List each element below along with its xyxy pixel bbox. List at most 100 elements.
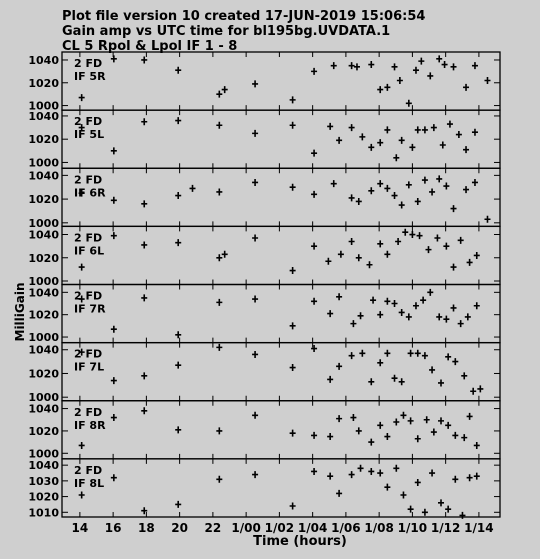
data-point xyxy=(289,429,296,437)
data-point xyxy=(391,63,398,71)
y-tick-label: 1020 xyxy=(28,309,59,322)
data-point xyxy=(252,471,259,479)
data-point xyxy=(484,76,491,84)
data-point xyxy=(436,313,443,321)
data-point xyxy=(414,126,421,134)
data-point xyxy=(110,147,117,155)
data-point xyxy=(452,475,459,483)
x-tick-label: 1/08 xyxy=(364,521,393,535)
data-point xyxy=(445,505,452,513)
data-point xyxy=(289,502,296,510)
data-point xyxy=(384,126,391,134)
data-point xyxy=(252,129,259,137)
data-point xyxy=(377,311,384,319)
x-tick-label: 20 xyxy=(171,521,188,535)
panel-frame xyxy=(61,225,501,286)
data-point xyxy=(357,312,364,320)
y-tick-label: 1000 xyxy=(28,331,59,344)
data-point xyxy=(377,240,384,248)
data-point xyxy=(327,472,334,480)
data-point xyxy=(463,186,470,194)
data-point xyxy=(384,349,391,357)
data-point xyxy=(78,263,85,271)
data-point xyxy=(427,288,434,296)
panel-label-fd: 2 FD xyxy=(74,57,102,70)
data-point xyxy=(450,63,457,71)
panel-frame xyxy=(61,167,501,228)
data-point xyxy=(336,415,343,423)
data-point xyxy=(400,491,407,499)
panel-label-if: IF 6L xyxy=(74,244,104,257)
data-point xyxy=(175,117,182,125)
data-point xyxy=(141,200,148,208)
y-tick-label: 1000 xyxy=(28,156,59,169)
data-point xyxy=(446,120,453,128)
data-point xyxy=(393,464,400,472)
data-point xyxy=(289,121,296,129)
y-tick-label: 1000 xyxy=(28,217,59,230)
panel-label-if: IF 8L xyxy=(74,477,104,490)
data-point xyxy=(366,261,373,269)
data-point xyxy=(466,412,473,420)
data-point xyxy=(336,489,343,497)
header-line-2: Gain amp vs UTC time for bl195bg.UVDATA.… xyxy=(62,24,390,39)
panel-label-fd: 2 FD xyxy=(74,231,102,244)
data-point xyxy=(393,154,400,162)
data-point xyxy=(175,66,182,74)
data-point xyxy=(337,250,344,258)
data-point xyxy=(398,136,405,144)
data-point xyxy=(348,194,355,202)
data-point xyxy=(78,348,85,356)
x-tick-labels: 14 16 18 20 22 1/00 1/02 1/04 1/06 1/08 1/10 1/12 1/… xyxy=(72,521,494,535)
data-point xyxy=(289,322,296,330)
x-tick-label: 1/06 xyxy=(331,521,360,535)
data-point xyxy=(311,190,318,198)
x-tick-label: 1/04 xyxy=(298,521,327,535)
panel-label-fd: 2 FD xyxy=(74,115,102,128)
data-point xyxy=(473,302,480,310)
y-tick-label: 1040 xyxy=(28,459,59,472)
data-point xyxy=(311,431,318,439)
data-point xyxy=(477,385,484,393)
panel-frame xyxy=(61,283,501,344)
data-point xyxy=(189,184,196,192)
data-point xyxy=(457,320,464,328)
data-point xyxy=(407,505,414,513)
data-point xyxy=(443,315,450,323)
data-point xyxy=(141,507,148,515)
x-tick-label: 16 xyxy=(105,521,122,535)
data-point xyxy=(348,471,355,479)
data-point xyxy=(377,139,384,147)
data-point xyxy=(175,500,182,508)
data-point xyxy=(216,121,223,129)
data-point xyxy=(216,298,223,306)
data-point xyxy=(355,427,362,435)
data-point xyxy=(438,417,445,425)
data-point xyxy=(452,431,459,439)
data-point xyxy=(421,352,428,360)
data-point xyxy=(78,491,85,499)
panel-label-fd: 2 FD xyxy=(74,348,102,361)
panel-label-if: IF 5R xyxy=(74,70,106,83)
y-tick-label: 1040 xyxy=(28,403,59,416)
data-point xyxy=(368,143,375,151)
data-point xyxy=(252,411,259,419)
data-point xyxy=(425,246,432,254)
data-point xyxy=(473,472,480,480)
data-point xyxy=(466,258,473,266)
data-point xyxy=(141,56,148,64)
data-point xyxy=(423,416,430,424)
data-point xyxy=(368,378,375,386)
data-point xyxy=(78,94,85,102)
data-point xyxy=(78,124,85,132)
data-point xyxy=(175,239,182,247)
data-point xyxy=(289,364,296,372)
data-point xyxy=(421,126,428,134)
data-point xyxy=(216,427,223,435)
data-point xyxy=(353,63,360,71)
data-point xyxy=(175,192,182,200)
